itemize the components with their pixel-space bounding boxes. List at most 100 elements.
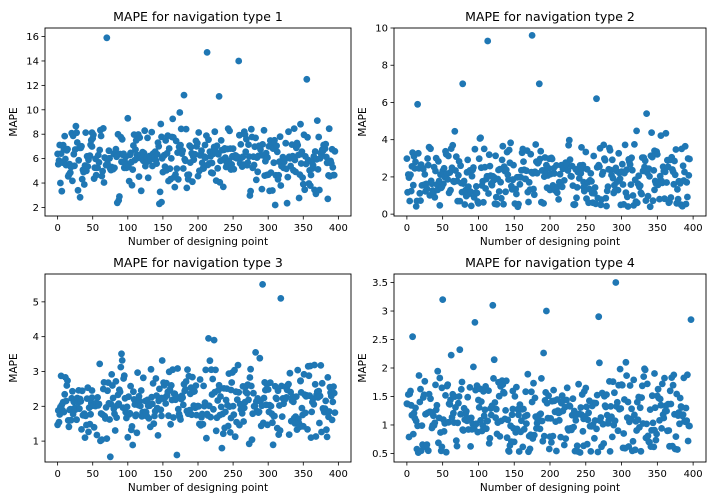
data-point	[433, 401, 441, 409]
data-point	[412, 158, 419, 166]
data-point	[456, 346, 464, 354]
data-point	[112, 378, 120, 385]
data-point	[649, 197, 657, 205]
y-tick-label: 10	[26, 105, 39, 116]
data-point	[430, 412, 437, 420]
data-point	[482, 185, 489, 192]
data-point	[538, 375, 545, 382]
data-point	[627, 181, 635, 189]
data-point	[444, 381, 452, 388]
data-point	[548, 155, 556, 163]
data-point	[591, 434, 598, 442]
data-point	[269, 187, 276, 194]
data-point	[650, 443, 658, 451]
data-point	[667, 400, 675, 408]
data-point	[492, 152, 499, 160]
y-tick-label: 10	[375, 24, 388, 35]
data-point	[614, 427, 622, 435]
data-point	[266, 379, 274, 387]
data-point	[299, 174, 306, 182]
data-point	[500, 200, 507, 208]
data-point	[243, 135, 250, 143]
data-point	[292, 393, 300, 400]
data-point	[240, 418, 248, 425]
y-tick-label: 1	[33, 437, 39, 448]
data-point	[629, 192, 637, 199]
data-point	[644, 432, 652, 440]
x-tick-label: 150	[505, 223, 524, 234]
data-point	[322, 140, 330, 148]
data-point	[410, 409, 418, 417]
data-point	[654, 385, 662, 393]
data-point	[264, 386, 272, 393]
y-tick-label: 2	[33, 203, 39, 214]
data-point	[585, 409, 592, 417]
data-point	[106, 416, 113, 423]
data-point	[231, 433, 239, 441]
data-point	[120, 372, 128, 380]
data-point	[82, 129, 90, 137]
data-point	[273, 395, 280, 403]
data-point	[158, 198, 165, 206]
data-point	[575, 380, 582, 388]
data-point	[78, 175, 86, 183]
data-point	[172, 393, 180, 400]
data-point	[495, 188, 503, 195]
data-point	[291, 156, 299, 164]
data-point	[329, 164, 337, 171]
data-point	[196, 376, 204, 383]
data-point	[493, 200, 501, 208]
y-tick-label: 3	[382, 307, 388, 318]
data-point	[210, 336, 218, 344]
data-point	[482, 425, 490, 433]
data-point	[658, 425, 665, 432]
x-tick-label: 300	[612, 469, 631, 480]
data-point	[179, 401, 187, 409]
data-point	[646, 173, 653, 180]
data-point	[81, 434, 89, 441]
x-tick-label: 250	[576, 223, 595, 234]
data-point	[260, 126, 268, 134]
data-point	[583, 403, 590, 411]
data-point	[66, 169, 74, 177]
data-point	[624, 203, 632, 210]
data-point	[259, 281, 266, 288]
data-point	[457, 162, 464, 170]
data-point	[62, 155, 69, 163]
data-point	[615, 149, 623, 157]
data-point	[145, 415, 153, 422]
data-point	[73, 129, 80, 137]
data-point	[245, 141, 252, 149]
data-point	[623, 193, 631, 201]
data-point	[271, 201, 279, 209]
data-point	[276, 133, 284, 141]
data-point	[447, 351, 455, 359]
data-point	[158, 412, 165, 420]
data-point	[103, 34, 111, 42]
data-point	[94, 151, 102, 159]
y-axis-label: MAPE	[8, 107, 20, 136]
data-point	[290, 398, 297, 406]
data-point	[427, 395, 434, 403]
data-point	[88, 387, 96, 394]
data-point	[99, 167, 106, 175]
data-point	[424, 161, 432, 169]
data-point	[330, 171, 338, 179]
data-point	[304, 133, 311, 141]
data-point	[173, 165, 181, 173]
data-point	[118, 350, 125, 358]
data-point	[264, 154, 271, 161]
data-point	[553, 189, 561, 197]
data-point	[217, 403, 225, 411]
data-point	[325, 408, 333, 415]
data-point	[516, 180, 524, 188]
data-point	[477, 398, 485, 405]
data-point	[492, 405, 500, 413]
data-point	[660, 414, 668, 422]
data-point	[440, 428, 448, 435]
data-point	[258, 185, 266, 193]
data-point	[406, 197, 414, 205]
data-point	[252, 134, 259, 142]
data-point	[520, 425, 528, 433]
data-point	[563, 384, 571, 392]
